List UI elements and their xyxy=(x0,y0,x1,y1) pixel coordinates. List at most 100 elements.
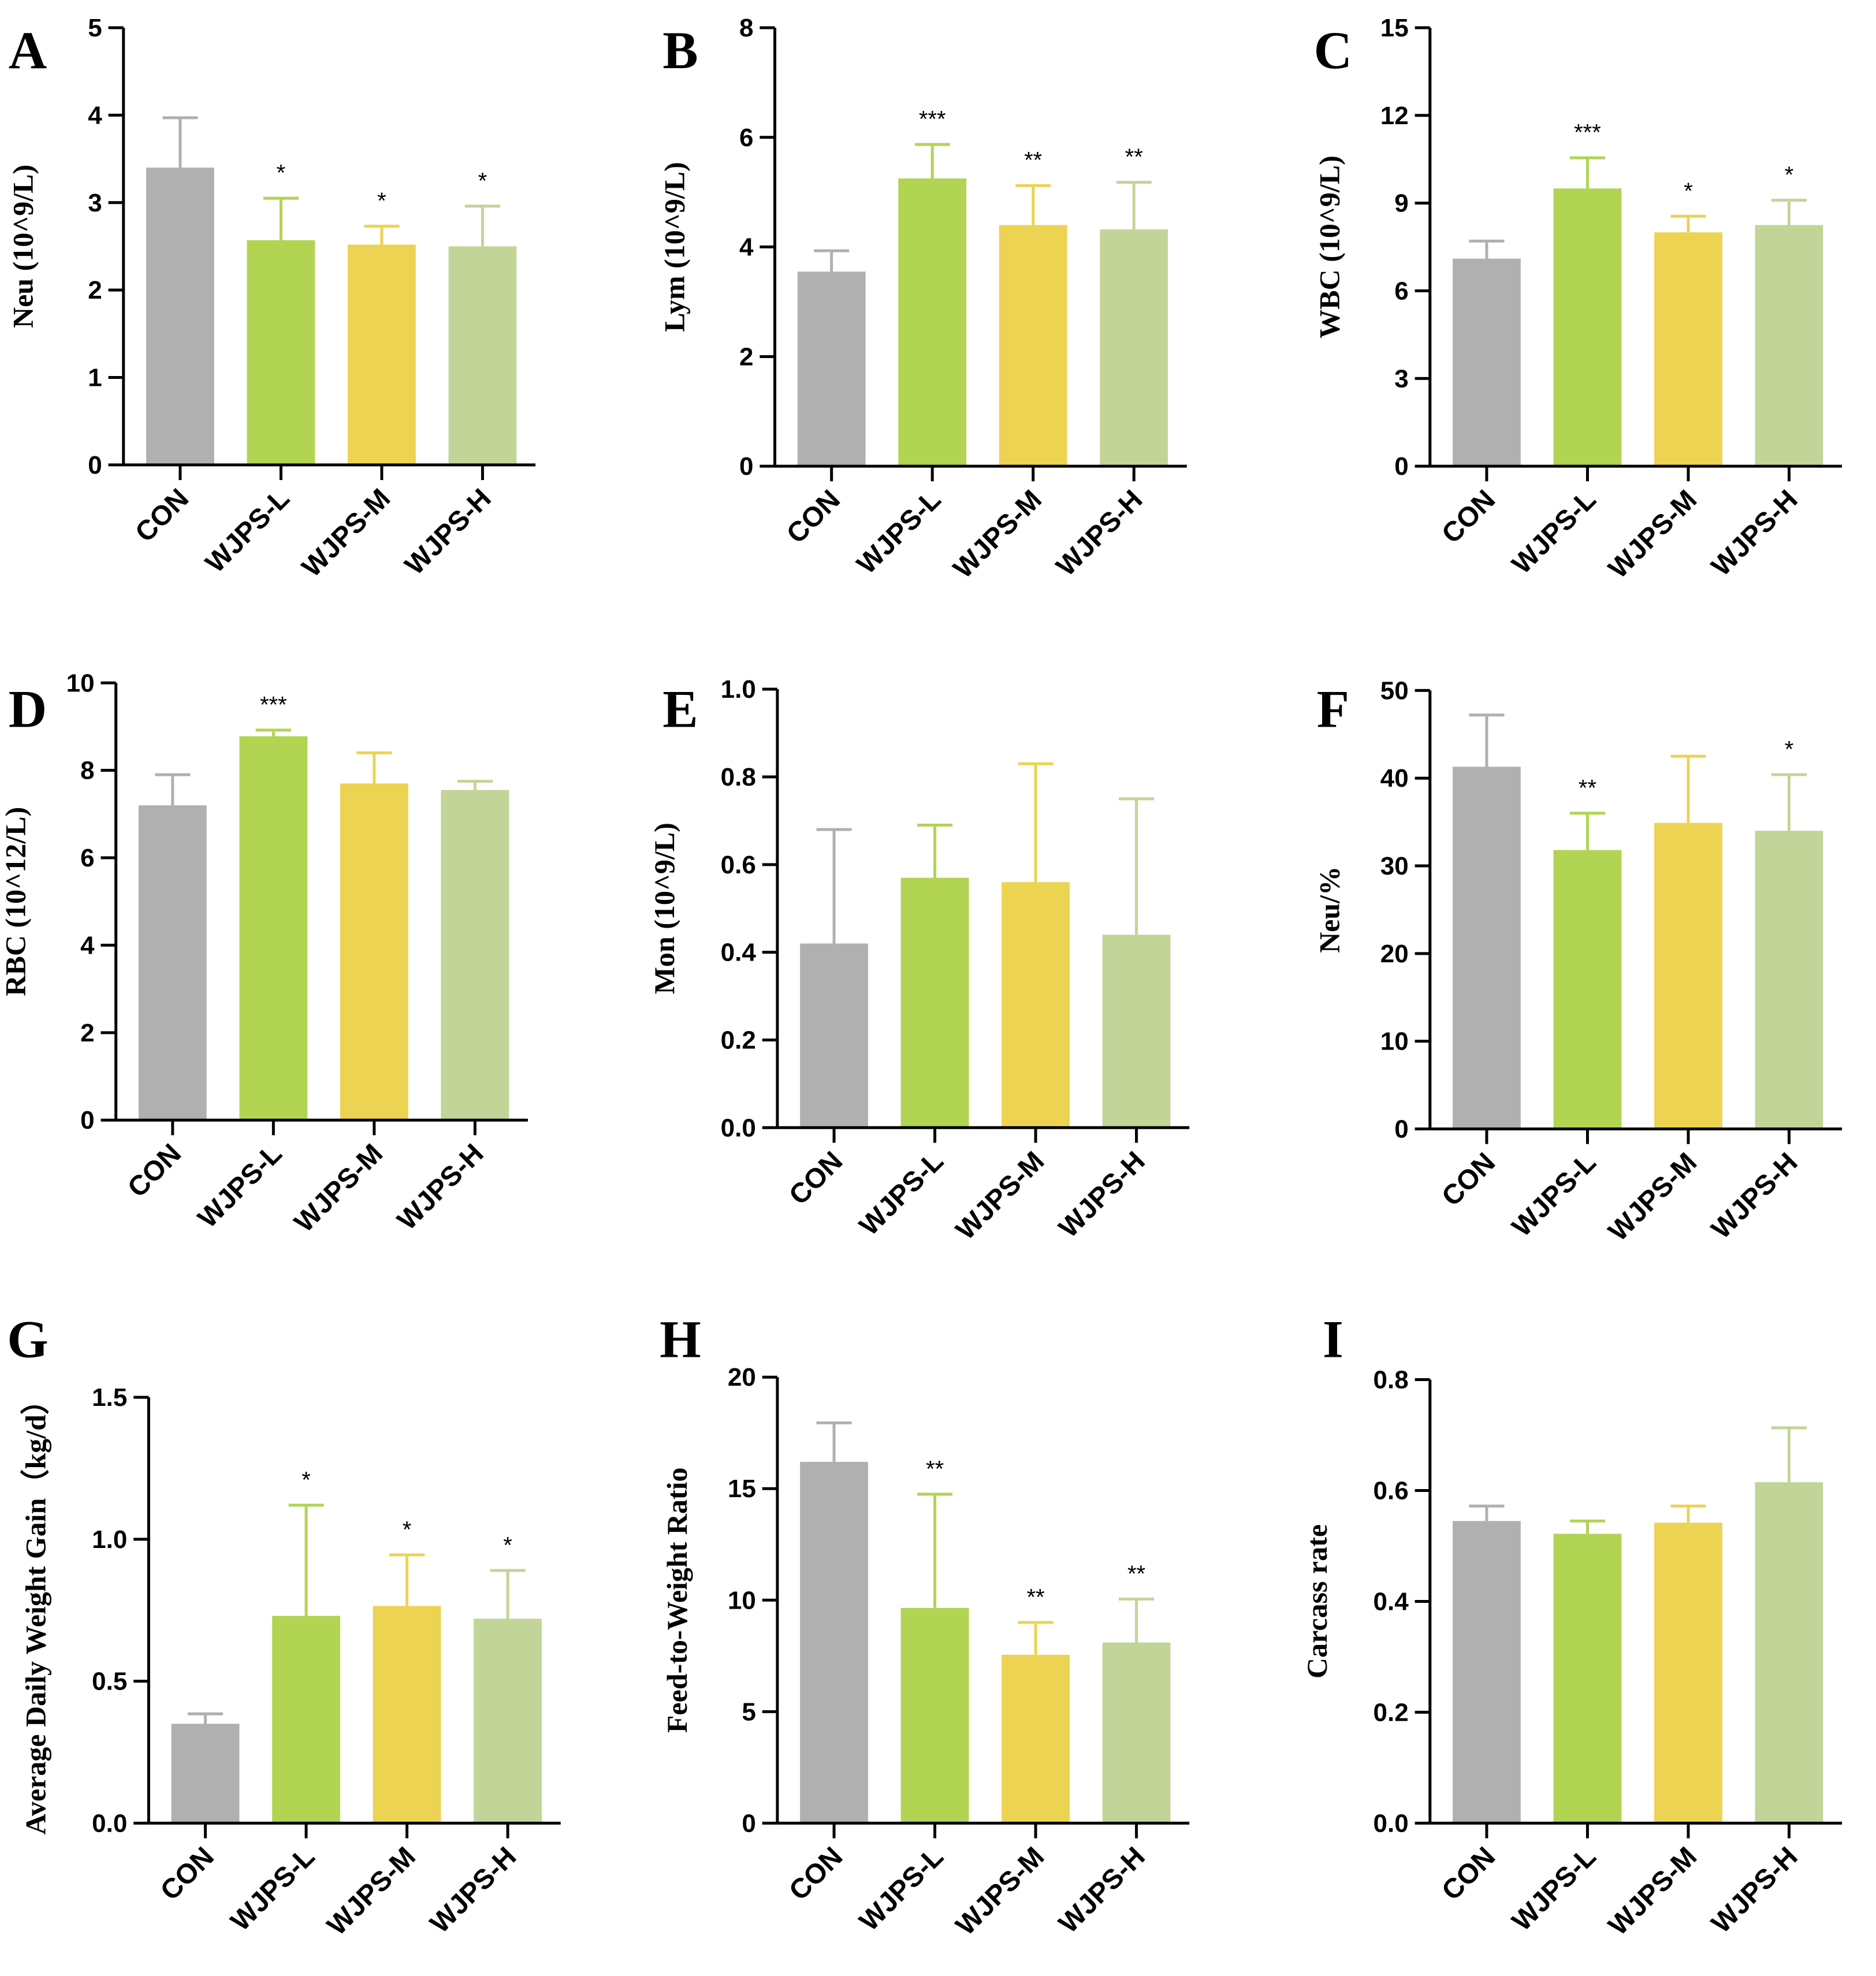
bar-f-2 xyxy=(1654,823,1722,1129)
category-label-g-2: WJPS-M xyxy=(322,1841,422,1941)
bar-d-2 xyxy=(340,783,408,1121)
category-label-f-0: CON xyxy=(1436,1147,1501,1212)
category-label-h-1: WJPS-L xyxy=(854,1841,950,1937)
bar-g-1 xyxy=(272,1616,340,1824)
category-label-d-0: CON xyxy=(122,1138,187,1204)
significance-a-3: * xyxy=(478,168,487,193)
y-tick-label-g-1: 0.5 xyxy=(92,1668,127,1696)
y-tick-label-d-1: 2 xyxy=(80,1019,94,1047)
significance-a-1: * xyxy=(277,161,286,186)
y-tick-label-b-1: 2 xyxy=(739,343,753,371)
bar-i-1 xyxy=(1553,1534,1622,1824)
category-label-a-0: CON xyxy=(129,483,195,548)
bar-d-0 xyxy=(138,805,207,1121)
y-tick-label-h-2: 10 xyxy=(728,1586,756,1614)
y-tick-label-i-3: 0.6 xyxy=(1374,1477,1409,1505)
bar-a-2 xyxy=(348,244,416,465)
y-tick-label-a-3: 3 xyxy=(88,189,102,217)
category-label-c-3: WJPS-H xyxy=(1706,484,1803,582)
significance-b-3: ** xyxy=(1125,144,1143,170)
bar-i-3 xyxy=(1755,1482,1823,1824)
y-tick-label-h-3: 15 xyxy=(728,1475,756,1503)
category-label-e-0: CON xyxy=(783,1146,848,1211)
category-label-a-2: WJPS-M xyxy=(296,483,396,583)
bar-d-3 xyxy=(441,790,509,1121)
y-tick-label-c-5: 15 xyxy=(1380,14,1409,42)
y-axis-label-a: Neu (10^9/L) xyxy=(7,165,39,328)
y-tick-label-f-1: 10 xyxy=(1380,1028,1409,1056)
bar-d-1 xyxy=(239,736,308,1121)
y-axis-label-h: Feed-to-Weight Ratio xyxy=(661,1467,693,1733)
category-label-f-2: WJPS-M xyxy=(1603,1147,1703,1247)
category-label-b-2: WJPS-M xyxy=(948,484,1048,584)
category-label-e-2: WJPS-M xyxy=(950,1146,1050,1246)
bar-b-3 xyxy=(1100,229,1168,467)
panel-letter-g: G xyxy=(7,1309,49,1368)
significance-c-3: * xyxy=(1785,162,1794,188)
significance-g-1: * xyxy=(302,1467,311,1493)
bar-h-1 xyxy=(900,1607,969,1824)
bar-b-0 xyxy=(797,271,866,467)
y-tick-label-i-2: 0.4 xyxy=(1374,1587,1409,1616)
y-tick-label-a-5: 5 xyxy=(88,14,102,42)
bar-h-3 xyxy=(1102,1642,1171,1824)
bar-e-2 xyxy=(1002,882,1070,1128)
category-label-h-0: CON xyxy=(783,1841,848,1907)
significance-g-2: * xyxy=(403,1517,412,1542)
y-tick-label-a-2: 2 xyxy=(88,276,102,304)
category-label-c-0: CON xyxy=(1436,484,1501,549)
bar-c-1 xyxy=(1553,188,1622,467)
y-tick-label-h-0: 0 xyxy=(742,1809,755,1837)
bar-c-2 xyxy=(1654,232,1722,467)
bar-b-1 xyxy=(898,178,967,467)
y-tick-label-c-1: 3 xyxy=(1394,364,1408,393)
y-tick-label-e-0: 0.0 xyxy=(721,1114,756,1142)
y-tick-label-e-5: 1.0 xyxy=(721,675,756,704)
panel-letter-d: D xyxy=(9,680,47,739)
y-tick-label-a-1: 1 xyxy=(88,364,102,392)
y-tick-label-g-3: 1.5 xyxy=(92,1383,127,1412)
y-tick-label-f-5: 50 xyxy=(1380,676,1409,705)
y-tick-label-e-1: 0.2 xyxy=(721,1026,756,1054)
significance-g-3: * xyxy=(503,1532,512,1558)
bar-f-0 xyxy=(1453,766,1521,1129)
y-tick-label-c-0: 0 xyxy=(1394,452,1408,481)
category-label-c-2: WJPS-M xyxy=(1603,484,1703,584)
y-tick-label-b-3: 6 xyxy=(739,124,753,152)
significance-f-3: * xyxy=(1785,737,1794,762)
bar-a-1 xyxy=(247,240,315,465)
y-tick-label-i-0: 0.0 xyxy=(1374,1809,1409,1837)
significance-b-2: ** xyxy=(1024,148,1042,173)
bar-g-3 xyxy=(474,1618,542,1824)
category-label-c-1: WJPS-L xyxy=(1506,484,1602,580)
bar-a-3 xyxy=(448,246,517,465)
category-label-i-3: WJPS-H xyxy=(1706,1841,1803,1939)
bar-g-2 xyxy=(373,1606,441,1824)
category-label-f-1: WJPS-L xyxy=(1506,1147,1602,1243)
bar-c-0 xyxy=(1453,258,1521,467)
category-label-b-0: CON xyxy=(781,484,846,549)
y-tick-label-a-0: 0 xyxy=(88,451,102,479)
category-label-g-1: WJPS-L xyxy=(225,1841,321,1937)
bar-f-3 xyxy=(1755,831,1823,1129)
y-tick-label-f-3: 30 xyxy=(1380,852,1409,880)
y-tick-label-d-3: 6 xyxy=(80,844,94,872)
significance-h-3: ** xyxy=(1127,1561,1145,1587)
category-label-b-1: WJPS-L xyxy=(851,484,947,580)
significance-b-1: *** xyxy=(919,107,946,132)
category-label-h-2: WJPS-M xyxy=(950,1841,1050,1941)
bar-f-1 xyxy=(1553,850,1622,1129)
y-tick-label-e-3: 0.6 xyxy=(721,851,756,879)
y-tick-label-b-4: 8 xyxy=(739,14,753,42)
bar-e-1 xyxy=(900,877,969,1128)
significance-c-1: *** xyxy=(1574,120,1601,146)
panel-letter-e: E xyxy=(662,680,698,739)
bar-i-0 xyxy=(1453,1521,1521,1824)
significance-f-1: ** xyxy=(1579,775,1596,801)
category-label-f-3: WJPS-H xyxy=(1706,1147,1803,1245)
category-label-h-3: WJPS-H xyxy=(1053,1841,1151,1939)
panel-letter-h: H xyxy=(660,1309,701,1368)
y-tick-label-d-2: 4 xyxy=(80,931,95,959)
panel-letter-f: F xyxy=(1317,680,1349,739)
